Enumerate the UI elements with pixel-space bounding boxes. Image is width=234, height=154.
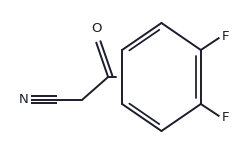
Text: F: F [222, 111, 229, 124]
Text: O: O [91, 22, 102, 35]
Text: N: N [18, 93, 28, 106]
Text: F: F [222, 30, 229, 43]
